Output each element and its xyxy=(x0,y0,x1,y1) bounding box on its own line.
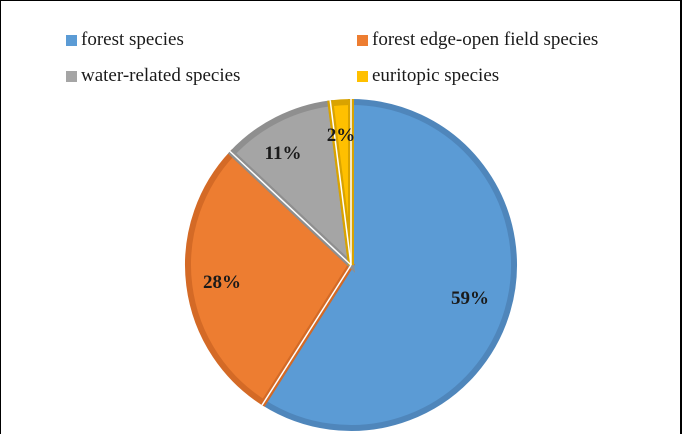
legend-swatch xyxy=(357,34,368,46)
legend-label: water-related species xyxy=(81,65,241,86)
legend-label: forest edge-open field species xyxy=(372,29,599,50)
slice-separator xyxy=(329,100,352,266)
pie-slice-forest-edge-open-field-species xyxy=(185,149,355,407)
legend: forest species forest edge-open field sp… xyxy=(0,0,684,100)
legend-swatch xyxy=(357,70,368,82)
legend-item-water-related-species: water-related species xyxy=(66,64,240,88)
legend-swatch xyxy=(66,70,77,82)
legend-swatch xyxy=(66,34,77,46)
legend-item-forest-species: forest species xyxy=(66,28,184,52)
data-label-euritopic-species: 2% xyxy=(327,125,356,146)
legend-label: euritopic species xyxy=(372,65,500,86)
data-label-water-related-species: 11% xyxy=(265,143,302,164)
legend-label: forest species xyxy=(81,29,184,50)
slice-separator xyxy=(229,150,352,266)
legend-item-forest-edge-open-field-species: forest edge-open field species xyxy=(357,28,598,52)
legend-item-euritopic-species: euritopic species xyxy=(357,64,499,88)
data-label-forest-species: 59% xyxy=(451,288,489,309)
pie-slice-forest-species xyxy=(259,98,517,431)
slice-separator xyxy=(261,264,352,406)
data-label-forest-edge-open-field-species: 28% xyxy=(203,272,241,293)
pie-slice-water-related-species xyxy=(227,99,356,273)
